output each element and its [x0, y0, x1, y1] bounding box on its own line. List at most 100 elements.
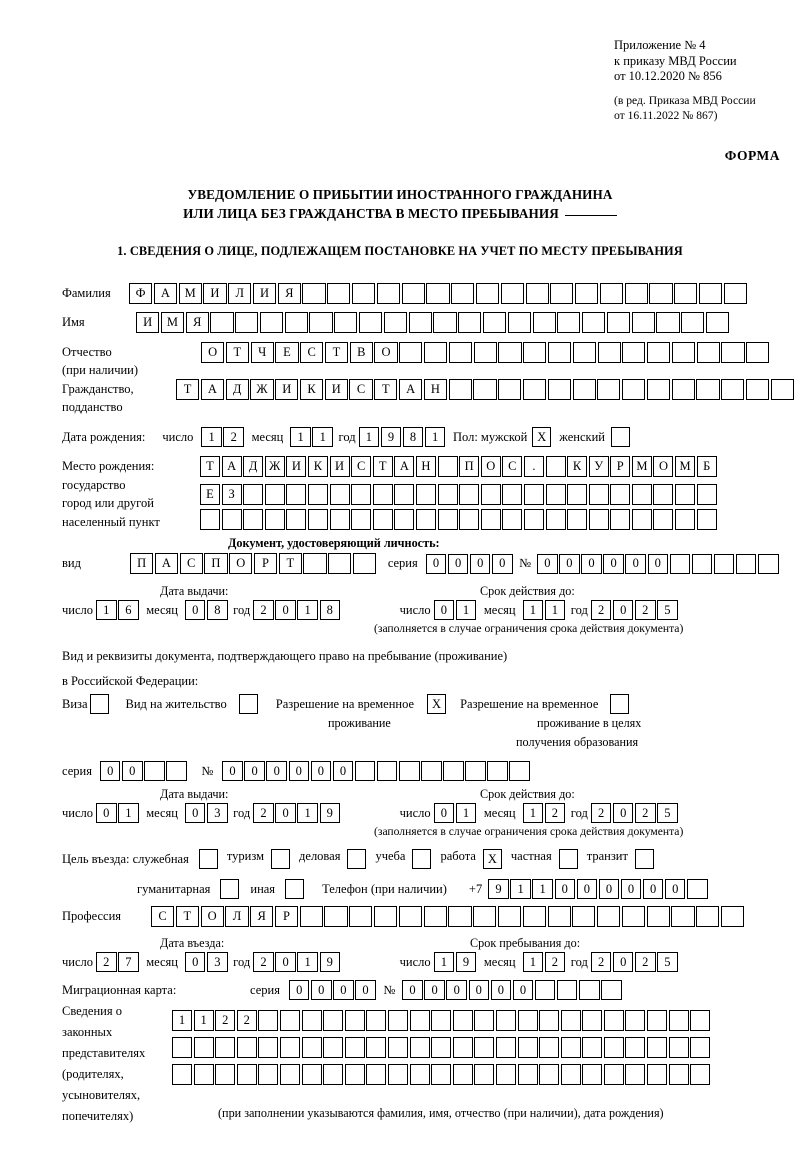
char-cell[interactable]: [582, 312, 606, 333]
char-cell[interactable]: [631, 312, 655, 333]
char-cell[interactable]: А: [394, 456, 415, 477]
char-cell[interactable]: [303, 553, 327, 574]
char-cell[interactable]: 0: [244, 761, 265, 781]
char-cell[interactable]: [671, 342, 696, 363]
char-cell[interactable]: 0: [184, 952, 206, 972]
char-cell[interactable]: [696, 379, 720, 400]
char-cell[interactable]: [696, 484, 717, 505]
char-cell[interactable]: [394, 484, 415, 505]
char-cell[interactable]: О: [653, 456, 674, 477]
char-cell[interactable]: [324, 906, 348, 927]
char-cell[interactable]: М: [160, 312, 184, 333]
char-cell[interactable]: [599, 283, 624, 304]
char-cell[interactable]: [656, 312, 680, 333]
char-cell[interactable]: [302, 283, 326, 304]
char-cell[interactable]: [597, 342, 621, 363]
char-cell[interactable]: Ф: [129, 283, 153, 304]
char-cell[interactable]: 9: [319, 952, 341, 972]
char-cell[interactable]: [473, 342, 497, 363]
char-cell[interactable]: [517, 1037, 538, 1058]
char-cell[interactable]: 0: [492, 553, 513, 574]
char-cell[interactable]: П: [459, 456, 480, 477]
char-cell[interactable]: 9: [380, 427, 402, 447]
char-cell[interactable]: [243, 509, 264, 530]
char-cell[interactable]: Т: [200, 456, 220, 477]
purpose-checkbox[interactable]: [271, 849, 291, 869]
char-cell[interactable]: Я: [277, 283, 301, 304]
purpose-checkbox[interactable]: [412, 849, 432, 869]
char-cell[interactable]: Ж: [250, 379, 274, 400]
char-cell[interactable]: 2: [215, 1010, 236, 1031]
char-cell[interactable]: [517, 1010, 538, 1031]
char-cell[interactable]: [352, 283, 376, 304]
char-cell[interactable]: [588, 484, 609, 505]
char-cell[interactable]: [698, 283, 723, 304]
char-cell[interactable]: [498, 342, 522, 363]
char-cell[interactable]: Р: [274, 906, 299, 927]
char-cell[interactable]: [495, 1037, 516, 1058]
char-cell[interactable]: [671, 379, 695, 400]
char-cell[interactable]: [451, 283, 475, 304]
char-cell[interactable]: [354, 761, 376, 781]
char-cell[interactable]: Т: [278, 553, 302, 574]
char-cell[interactable]: [376, 283, 400, 304]
char-cell[interactable]: [264, 484, 285, 505]
char-cell[interactable]: [575, 283, 599, 304]
char-cell[interactable]: [525, 283, 549, 304]
char-cell[interactable]: [480, 484, 501, 505]
char-cell[interactable]: 9: [455, 952, 477, 972]
char-cell[interactable]: Е: [200, 484, 220, 505]
char-cell[interactable]: 1: [290, 427, 311, 447]
char-cell[interactable]: [193, 1064, 214, 1085]
char-cell[interactable]: [647, 1037, 668, 1058]
char-cell[interactable]: [572, 342, 596, 363]
char-cell[interactable]: 8: [319, 600, 341, 620]
char-cell[interactable]: 0: [612, 952, 634, 972]
char-cell[interactable]: [437, 456, 458, 477]
char-cell[interactable]: 0: [424, 980, 445, 1000]
char-cell[interactable]: [474, 1037, 495, 1058]
char-cell[interactable]: Я: [185, 312, 209, 333]
char-cell[interactable]: [431, 1064, 452, 1085]
char-cell[interactable]: [523, 484, 544, 505]
char-cell[interactable]: [459, 484, 480, 505]
char-cell[interactable]: [399, 761, 420, 781]
char-cell[interactable]: [344, 1037, 365, 1058]
char-cell[interactable]: [344, 1064, 365, 1085]
char-cell[interactable]: 2: [635, 803, 656, 823]
char-cell[interactable]: 0: [598, 879, 620, 899]
char-cell[interactable]: Д: [225, 379, 249, 400]
char-cell[interactable]: [279, 1064, 300, 1085]
char-cell[interactable]: [522, 379, 547, 400]
char-cell[interactable]: [359, 312, 383, 333]
char-cell[interactable]: 0: [433, 600, 455, 620]
char-cell[interactable]: У: [588, 456, 609, 477]
char-cell[interactable]: 0: [122, 761, 143, 781]
char-cell[interactable]: [443, 761, 464, 781]
char-cell[interactable]: [409, 1010, 430, 1031]
char-cell[interactable]: [200, 509, 220, 530]
char-cell[interactable]: И: [252, 283, 277, 304]
char-cell[interactable]: [547, 379, 571, 400]
char-cell[interactable]: [696, 509, 717, 530]
char-cell[interactable]: [523, 509, 544, 530]
char-cell[interactable]: [452, 1064, 473, 1085]
char-cell[interactable]: 0: [266, 761, 287, 781]
char-cell[interactable]: [421, 761, 442, 781]
char-cell[interactable]: [323, 1037, 344, 1058]
char-cell[interactable]: 0: [490, 980, 512, 1000]
char-cell[interactable]: [144, 761, 165, 781]
char-cell[interactable]: 0: [603, 553, 624, 574]
char-cell[interactable]: [243, 484, 264, 505]
char-cell[interactable]: [647, 1010, 668, 1031]
